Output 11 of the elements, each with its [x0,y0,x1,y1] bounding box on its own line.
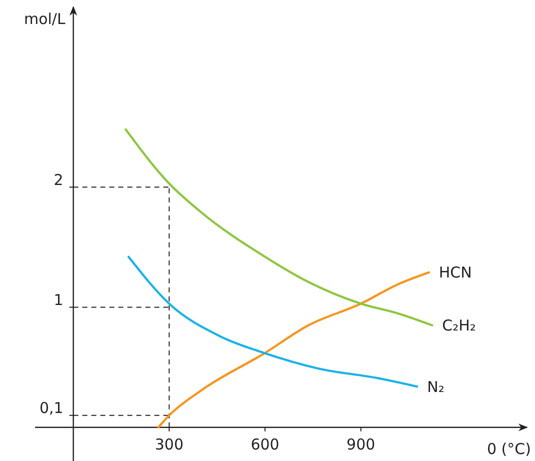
series-label: N₂ [427,378,444,396]
x-tick-label: 600 [250,435,280,454]
x-axis-title: 0 (°C) [487,440,531,458]
y-tick-label: 1 [54,291,64,310]
x-tick-label: 300 [154,435,184,454]
y-axis-title: mol/L [24,10,66,28]
y-tick-label: 2 [54,170,64,189]
series-label: HCN [438,264,472,282]
x-tick-label: 900 [346,435,376,454]
series-label: C₂H₂ [442,316,476,335]
y-tick-label: 0,1 [39,399,64,418]
